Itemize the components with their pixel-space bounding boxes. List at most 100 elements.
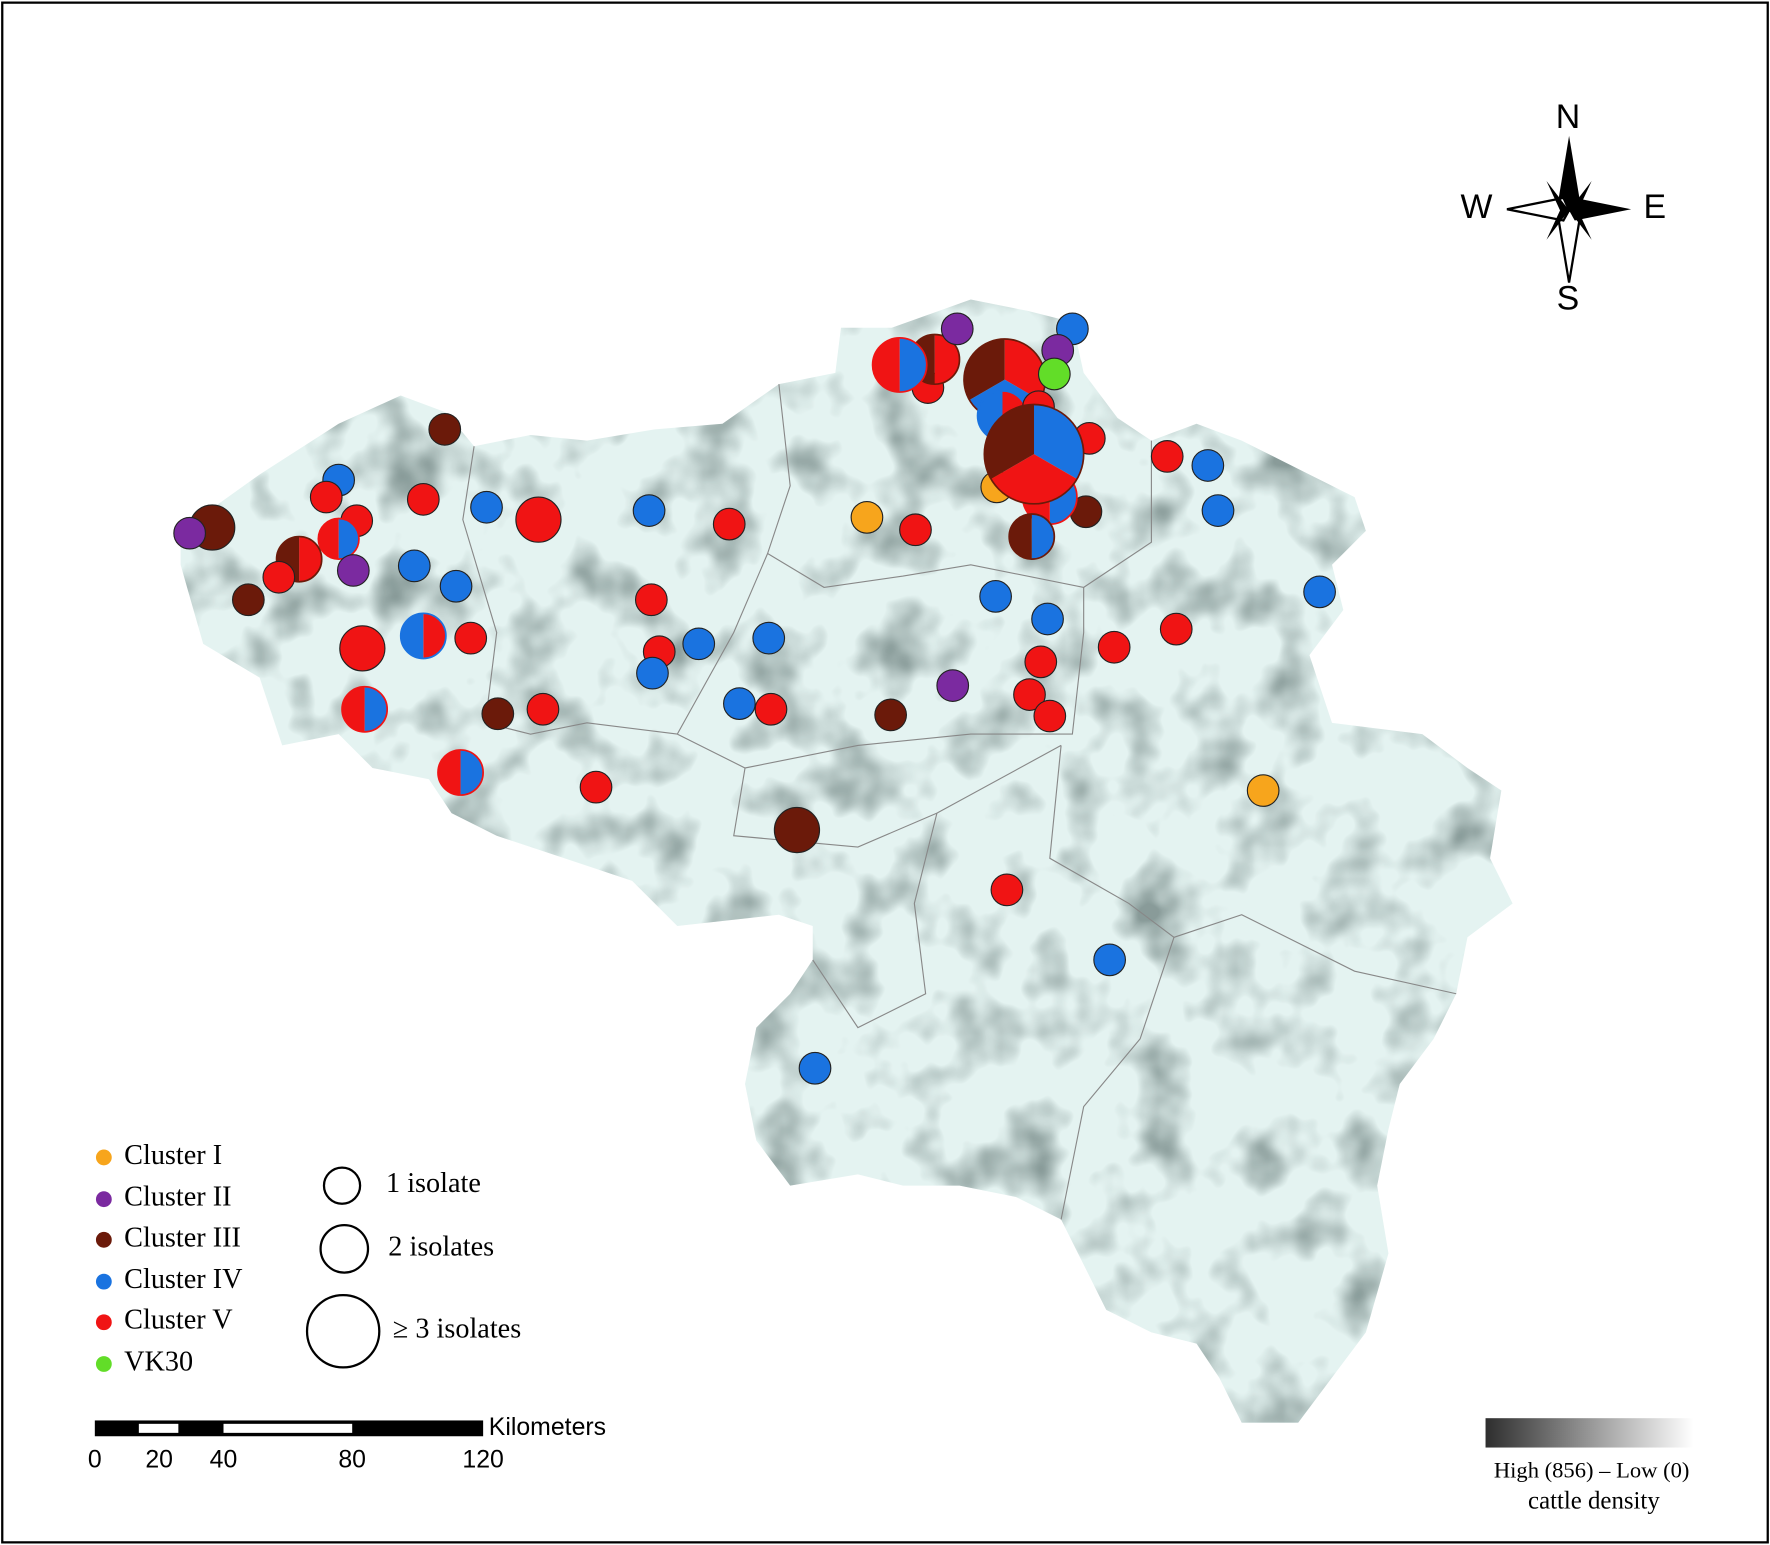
legend-swatch bbox=[95, 1231, 112, 1248]
isolate-marker bbox=[936, 669, 970, 702]
legend-label: Cluster II bbox=[124, 1182, 231, 1213]
isolate-marker bbox=[579, 770, 613, 804]
legend-swatch bbox=[95, 1356, 112, 1372]
province-borders bbox=[462, 384, 1457, 1220]
isolate-marker bbox=[406, 482, 440, 516]
isolate-marker bbox=[1031, 602, 1064, 636]
pie-slice bbox=[984, 404, 1035, 480]
isolate-marker bbox=[1191, 449, 1225, 482]
density-range: High (856) – Low (0) bbox=[1494, 1458, 1690, 1483]
isolate-marker bbox=[1093, 943, 1127, 977]
size-label: 2 isolates bbox=[388, 1231, 494, 1262]
isolate-marker bbox=[1013, 678, 1046, 711]
legend-label: Cluster IV bbox=[124, 1264, 243, 1295]
legend: Cluster I Cluster II Cluster III Cluster IV… bbox=[95, 1140, 521, 1377]
pie-slice bbox=[437, 749, 461, 796]
legend-swatch bbox=[95, 1314, 112, 1331]
pie-slice bbox=[423, 613, 446, 659]
size-symbol bbox=[322, 1166, 362, 1205]
isolate-marker bbox=[979, 580, 1012, 613]
compass-arm bbox=[1569, 197, 1632, 221]
pie-slice bbox=[318, 518, 339, 560]
size-symbol bbox=[319, 1224, 370, 1274]
pie-outline bbox=[399, 612, 447, 660]
legend-swatch bbox=[95, 1273, 112, 1290]
isolate-marker bbox=[723, 687, 756, 721]
isolate-marker bbox=[439, 569, 473, 603]
isolate-marker bbox=[470, 490, 503, 524]
size-label: 1 isolate bbox=[386, 1168, 481, 1199]
isolate-pie bbox=[871, 337, 928, 393]
isolate-marker bbox=[682, 627, 716, 661]
isolate-pie bbox=[317, 517, 360, 560]
scale-bar: Kilometers 0 20 40 80 120 bbox=[88, 1414, 606, 1474]
compass-rose: N E S W bbox=[1461, 98, 1667, 318]
isolate-pie bbox=[341, 685, 389, 733]
compass-diagonals bbox=[1546, 180, 1592, 240]
isolate-marker bbox=[262, 560, 296, 594]
density-caption: cattle density bbox=[1528, 1488, 1660, 1515]
province-border bbox=[676, 553, 769, 735]
isolate-marker bbox=[231, 583, 265, 617]
density-legend: High (856) – Low (0) cattle density bbox=[1485, 1418, 1694, 1515]
pie-slice bbox=[460, 749, 484, 796]
isolate-pie bbox=[399, 612, 447, 660]
isolate-marker bbox=[336, 554, 370, 587]
isolate-marker bbox=[1201, 494, 1235, 527]
legend-swatch bbox=[95, 1191, 112, 1208]
pie-slice bbox=[299, 536, 322, 582]
isolate-marker bbox=[173, 516, 207, 550]
pie-slice bbox=[899, 337, 927, 393]
pie-slice bbox=[364, 686, 388, 732]
isolate-marker bbox=[515, 496, 562, 543]
compass-north: N bbox=[1556, 98, 1580, 136]
isolate-marker bbox=[632, 494, 666, 527]
isolate-marker bbox=[798, 1051, 832, 1085]
legend-label: Cluster III bbox=[124, 1222, 241, 1253]
pie-slice bbox=[400, 613, 424, 659]
isolate-marker bbox=[309, 480, 343, 514]
isolate-marker bbox=[636, 656, 669, 690]
isolate-marker bbox=[481, 697, 515, 731]
scale-bar-segment bbox=[138, 1423, 179, 1433]
pie-slice bbox=[964, 339, 1005, 400]
pie-slice bbox=[872, 337, 900, 393]
isolate-marker bbox=[1033, 699, 1067, 733]
scale-unit: Kilometers bbox=[489, 1414, 606, 1441]
isolate-marker bbox=[1150, 440, 1184, 473]
pie-outline bbox=[341, 685, 389, 733]
isolate-marker bbox=[1159, 612, 1193, 646]
isolate-marker bbox=[634, 583, 668, 617]
compass-south: S bbox=[1557, 280, 1580, 318]
province-border bbox=[1060, 937, 1175, 1220]
isolate-pie bbox=[983, 403, 1085, 505]
pie-outline bbox=[317, 517, 360, 560]
legend-label: Cluster I bbox=[124, 1140, 222, 1171]
compass-arm bbox=[1557, 135, 1581, 211]
scale-tick-label: 120 bbox=[462, 1447, 503, 1474]
scale-tick-label: 20 bbox=[145, 1447, 173, 1474]
isolate-marker bbox=[1024, 645, 1058, 679]
pie-slice bbox=[342, 686, 365, 732]
scale-tick-label: 40 bbox=[210, 1447, 238, 1474]
scale-tick-label: 0 bbox=[88, 1447, 102, 1474]
isolate-marker bbox=[1303, 575, 1336, 609]
pie-outline bbox=[1008, 513, 1056, 560]
pie-slice bbox=[934, 334, 960, 385]
pie-slice bbox=[1031, 513, 1055, 560]
legend-label: Cluster V bbox=[124, 1305, 233, 1336]
isolate-pie bbox=[1008, 513, 1056, 560]
pie-outline bbox=[871, 337, 928, 393]
compass-west: W bbox=[1461, 188, 1493, 226]
isolate-marker bbox=[990, 873, 1024, 907]
scale-tick-label: 80 bbox=[338, 1447, 366, 1474]
isolate-pie bbox=[437, 749, 484, 796]
pie-outline bbox=[275, 535, 323, 583]
isolate-marker bbox=[712, 507, 746, 541]
isolate-marker bbox=[1097, 630, 1131, 664]
isolate-marker bbox=[428, 412, 462, 446]
pie-slice bbox=[1034, 404, 1084, 480]
isolate-marker bbox=[339, 625, 386, 672]
